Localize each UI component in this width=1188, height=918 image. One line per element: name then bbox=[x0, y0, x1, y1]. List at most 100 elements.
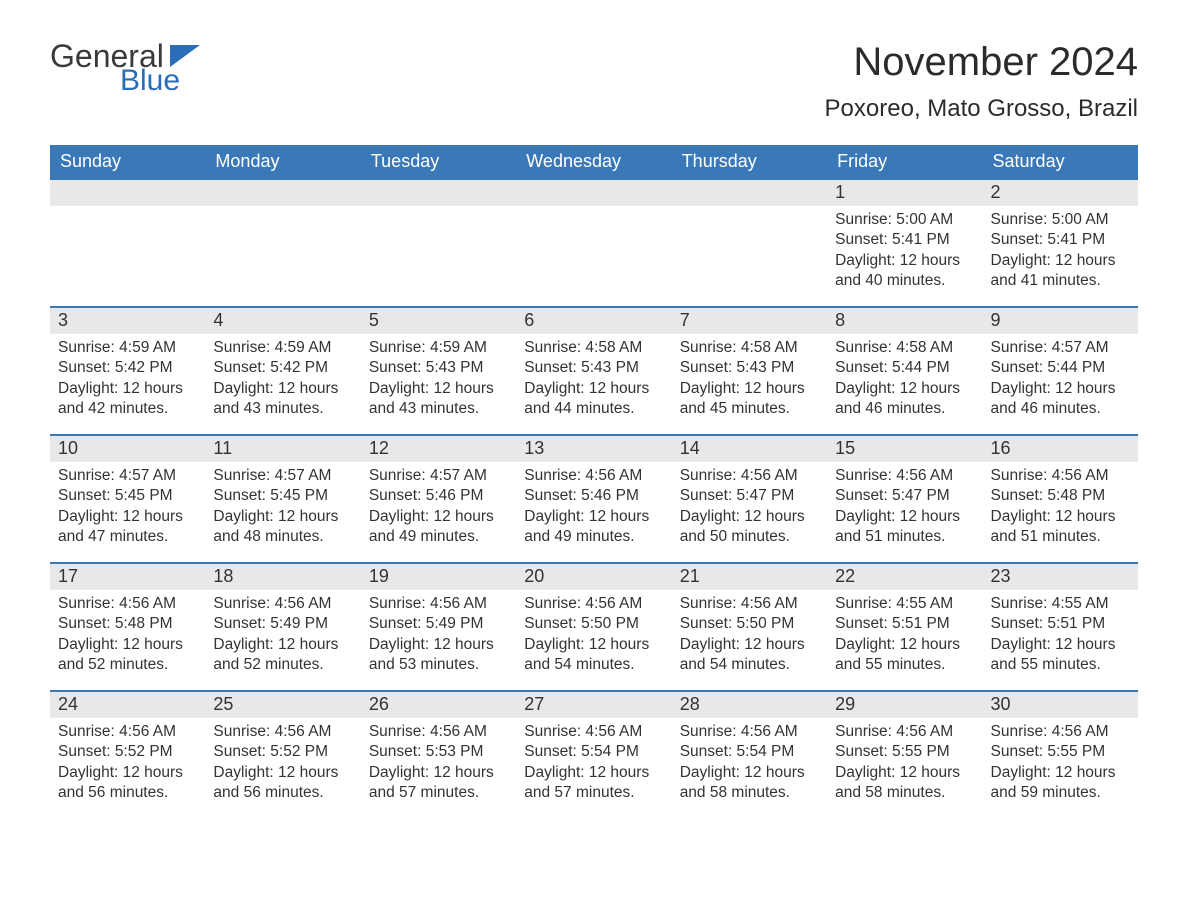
day-details: Sunrise: 4:57 AMSunset: 5:46 PMDaylight:… bbox=[361, 462, 516, 558]
sunset-text: Sunset: 5:44 PM bbox=[991, 358, 1130, 378]
daylight-text: Daylight: 12 hours and 46 minutes. bbox=[991, 379, 1130, 420]
daylight-text: Daylight: 12 hours and 51 minutes. bbox=[991, 507, 1130, 548]
daylight-text: Daylight: 12 hours and 55 minutes. bbox=[835, 635, 974, 676]
day-number: 27 bbox=[516, 692, 671, 718]
day-number: 5 bbox=[361, 308, 516, 334]
sunset-text: Sunset: 5:50 PM bbox=[680, 614, 819, 634]
day-details: Sunrise: 4:56 AMSunset: 5:47 PMDaylight:… bbox=[827, 462, 982, 558]
calendar-day-cell: 22Sunrise: 4:55 AMSunset: 5:51 PMDayligh… bbox=[827, 563, 982, 691]
day-details: Sunrise: 4:56 AMSunset: 5:55 PMDaylight:… bbox=[827, 718, 982, 814]
day-number: 4 bbox=[205, 308, 360, 334]
day-number: 23 bbox=[983, 564, 1138, 590]
sunset-text: Sunset: 5:44 PM bbox=[835, 358, 974, 378]
day-details: Sunrise: 4:57 AMSunset: 5:45 PMDaylight:… bbox=[205, 462, 360, 558]
sunset-text: Sunset: 5:47 PM bbox=[680, 486, 819, 506]
calendar-day-cell: 30Sunrise: 4:56 AMSunset: 5:55 PMDayligh… bbox=[983, 691, 1138, 819]
dow-header: Monday bbox=[205, 145, 360, 179]
sunrise-text: Sunrise: 4:59 AM bbox=[213, 338, 352, 358]
sunrise-text: Sunrise: 4:56 AM bbox=[213, 722, 352, 742]
daylight-text: Daylight: 12 hours and 59 minutes. bbox=[991, 763, 1130, 804]
calendar-day-cell: 28Sunrise: 4:56 AMSunset: 5:54 PMDayligh… bbox=[672, 691, 827, 819]
sunrise-text: Sunrise: 4:56 AM bbox=[835, 722, 974, 742]
calendar-day-cell: 10Sunrise: 4:57 AMSunset: 5:45 PMDayligh… bbox=[50, 435, 205, 563]
sunset-text: Sunset: 5:55 PM bbox=[835, 742, 974, 762]
daylight-text: Daylight: 12 hours and 43 minutes. bbox=[213, 379, 352, 420]
calendar-day-cell: 16Sunrise: 4:56 AMSunset: 5:48 PMDayligh… bbox=[983, 435, 1138, 563]
calendar-day-cell: 5Sunrise: 4:59 AMSunset: 5:43 PMDaylight… bbox=[361, 307, 516, 435]
calendar-day-cell: 8Sunrise: 4:58 AMSunset: 5:44 PMDaylight… bbox=[827, 307, 982, 435]
sunset-text: Sunset: 5:45 PM bbox=[213, 486, 352, 506]
sunset-text: Sunset: 5:54 PM bbox=[524, 742, 663, 762]
day-details: Sunrise: 4:56 AMSunset: 5:52 PMDaylight:… bbox=[50, 718, 205, 814]
day-details: Sunrise: 4:56 AMSunset: 5:54 PMDaylight:… bbox=[672, 718, 827, 814]
sunset-text: Sunset: 5:45 PM bbox=[58, 486, 197, 506]
day-details: Sunrise: 4:59 AMSunset: 5:42 PMDaylight:… bbox=[205, 334, 360, 430]
page-title: November 2024 bbox=[825, 40, 1138, 85]
daylight-text: Daylight: 12 hours and 56 minutes. bbox=[58, 763, 197, 804]
sunset-text: Sunset: 5:54 PM bbox=[680, 742, 819, 762]
calendar-week-row: 24Sunrise: 4:56 AMSunset: 5:52 PMDayligh… bbox=[50, 691, 1138, 819]
day-details: Sunrise: 4:56 AMSunset: 5:48 PMDaylight:… bbox=[50, 590, 205, 686]
day-details: Sunrise: 4:55 AMSunset: 5:51 PMDaylight:… bbox=[983, 590, 1138, 686]
day-number: 11 bbox=[205, 436, 360, 462]
daylight-text: Daylight: 12 hours and 50 minutes. bbox=[680, 507, 819, 548]
dow-header: Wednesday bbox=[516, 145, 671, 179]
day-number: 2 bbox=[983, 180, 1138, 206]
day-details: Sunrise: 4:57 AMSunset: 5:44 PMDaylight:… bbox=[983, 334, 1138, 430]
calendar-day-cell bbox=[516, 179, 671, 307]
calendar-day-cell: 6Sunrise: 4:58 AMSunset: 5:43 PMDaylight… bbox=[516, 307, 671, 435]
daylight-text: Daylight: 12 hours and 49 minutes. bbox=[524, 507, 663, 548]
calendar-week-row: 1Sunrise: 5:00 AMSunset: 5:41 PMDaylight… bbox=[50, 179, 1138, 307]
calendar-day-cell: 15Sunrise: 4:56 AMSunset: 5:47 PMDayligh… bbox=[827, 435, 982, 563]
calendar-day-cell: 1Sunrise: 5:00 AMSunset: 5:41 PMDaylight… bbox=[827, 179, 982, 307]
sunrise-text: Sunrise: 4:56 AM bbox=[835, 466, 974, 486]
day-details: Sunrise: 4:56 AMSunset: 5:53 PMDaylight:… bbox=[361, 718, 516, 814]
calendar-day-cell: 17Sunrise: 4:56 AMSunset: 5:48 PMDayligh… bbox=[50, 563, 205, 691]
sunrise-text: Sunrise: 4:56 AM bbox=[991, 466, 1130, 486]
dow-header: Tuesday bbox=[361, 145, 516, 179]
daylight-text: Daylight: 12 hours and 47 minutes. bbox=[58, 507, 197, 548]
day-number: 18 bbox=[205, 564, 360, 590]
day-details: Sunrise: 4:59 AMSunset: 5:43 PMDaylight:… bbox=[361, 334, 516, 430]
calendar-day-cell: 9Sunrise: 4:57 AMSunset: 5:44 PMDaylight… bbox=[983, 307, 1138, 435]
day-number bbox=[361, 180, 516, 206]
sunset-text: Sunset: 5:41 PM bbox=[835, 230, 974, 250]
calendar-day-cell: 21Sunrise: 4:56 AMSunset: 5:50 PMDayligh… bbox=[672, 563, 827, 691]
daylight-text: Daylight: 12 hours and 58 minutes. bbox=[835, 763, 974, 804]
day-details: Sunrise: 4:56 AMSunset: 5:54 PMDaylight:… bbox=[516, 718, 671, 814]
sunrise-text: Sunrise: 4:56 AM bbox=[369, 722, 508, 742]
sunrise-text: Sunrise: 4:57 AM bbox=[58, 466, 197, 486]
day-number: 25 bbox=[205, 692, 360, 718]
calendar-day-cell: 23Sunrise: 4:55 AMSunset: 5:51 PMDayligh… bbox=[983, 563, 1138, 691]
sunrise-text: Sunrise: 4:57 AM bbox=[213, 466, 352, 486]
dow-header: Friday bbox=[827, 145, 982, 179]
sunset-text: Sunset: 5:50 PM bbox=[524, 614, 663, 634]
sunrise-text: Sunrise: 4:58 AM bbox=[835, 338, 974, 358]
day-number bbox=[672, 180, 827, 206]
sunrise-text: Sunrise: 4:56 AM bbox=[524, 594, 663, 614]
day-details: Sunrise: 4:56 AMSunset: 5:52 PMDaylight:… bbox=[205, 718, 360, 814]
calendar-day-cell: 12Sunrise: 4:57 AMSunset: 5:46 PMDayligh… bbox=[361, 435, 516, 563]
day-number: 20 bbox=[516, 564, 671, 590]
calendar-day-cell: 20Sunrise: 4:56 AMSunset: 5:50 PMDayligh… bbox=[516, 563, 671, 691]
day-number: 21 bbox=[672, 564, 827, 590]
sunset-text: Sunset: 5:49 PM bbox=[369, 614, 508, 634]
calendar-day-cell: 29Sunrise: 4:56 AMSunset: 5:55 PMDayligh… bbox=[827, 691, 982, 819]
sunrise-text: Sunrise: 4:57 AM bbox=[991, 338, 1130, 358]
daylight-text: Daylight: 12 hours and 41 minutes. bbox=[991, 251, 1130, 292]
sunrise-text: Sunrise: 4:59 AM bbox=[58, 338, 197, 358]
daylight-text: Daylight: 12 hours and 46 minutes. bbox=[835, 379, 974, 420]
sunrise-text: Sunrise: 4:56 AM bbox=[680, 722, 819, 742]
daylight-text: Daylight: 12 hours and 52 minutes. bbox=[58, 635, 197, 676]
day-details: Sunrise: 4:56 AMSunset: 5:47 PMDaylight:… bbox=[672, 462, 827, 558]
daylight-text: Daylight: 12 hours and 45 minutes. bbox=[680, 379, 819, 420]
day-number: 16 bbox=[983, 436, 1138, 462]
day-details bbox=[361, 206, 516, 296]
daylight-text: Daylight: 12 hours and 57 minutes. bbox=[369, 763, 508, 804]
sunset-text: Sunset: 5:43 PM bbox=[524, 358, 663, 378]
day-details: Sunrise: 4:56 AMSunset: 5:46 PMDaylight:… bbox=[516, 462, 671, 558]
daylight-text: Daylight: 12 hours and 54 minutes. bbox=[680, 635, 819, 676]
calendar-day-cell: 24Sunrise: 4:56 AMSunset: 5:52 PMDayligh… bbox=[50, 691, 205, 819]
day-number: 1 bbox=[827, 180, 982, 206]
dow-header: Sunday bbox=[50, 145, 205, 179]
